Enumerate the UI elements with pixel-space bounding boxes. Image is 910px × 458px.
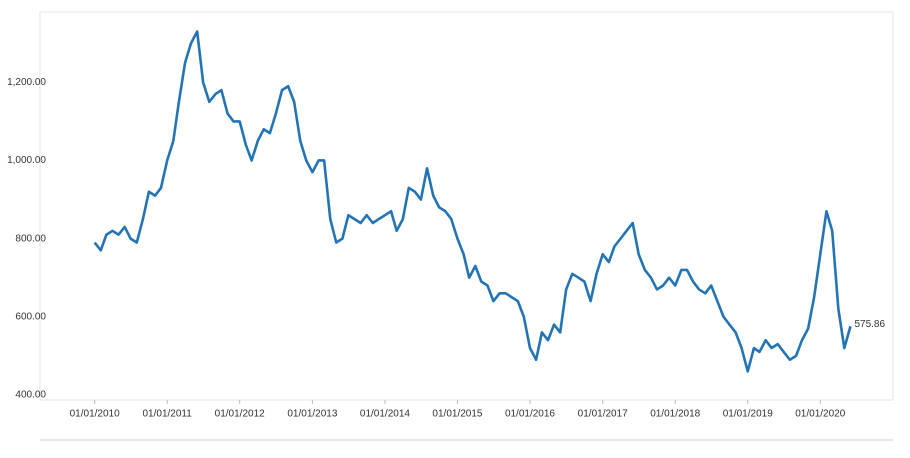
x-tick-label: 01/01/2020 [795,409,845,420]
y-tick-label: 400.00 [15,390,46,401]
x-tick-label: 01/01/2013 [287,409,337,420]
y-tick-label: 800.00 [15,233,46,244]
series-line [93,30,852,373]
y-tick-label: 600.00 [15,311,46,322]
end-value-label: 575.86 [854,319,885,330]
plot-frame [39,11,894,401]
x-tick-label: 01/01/2011 [143,409,193,420]
x-tick-label: 01/01/2019 [723,409,773,420]
y-tick-label: 1,200.00 [7,77,46,88]
x-tick-label: 01/01/2018 [650,409,700,420]
x-tick-label: 01/01/2015 [432,409,482,420]
x-tick-label: 01/01/2017 [578,409,628,420]
x-tick-label: 01/01/2014 [360,409,410,420]
x-tick-label: 01/01/2012 [215,409,265,420]
y-tick-label: 1,000.00 [7,155,46,166]
x-tick-label: 01/01/2016 [505,409,555,420]
x-tick-label: 01/01/2010 [70,409,120,420]
